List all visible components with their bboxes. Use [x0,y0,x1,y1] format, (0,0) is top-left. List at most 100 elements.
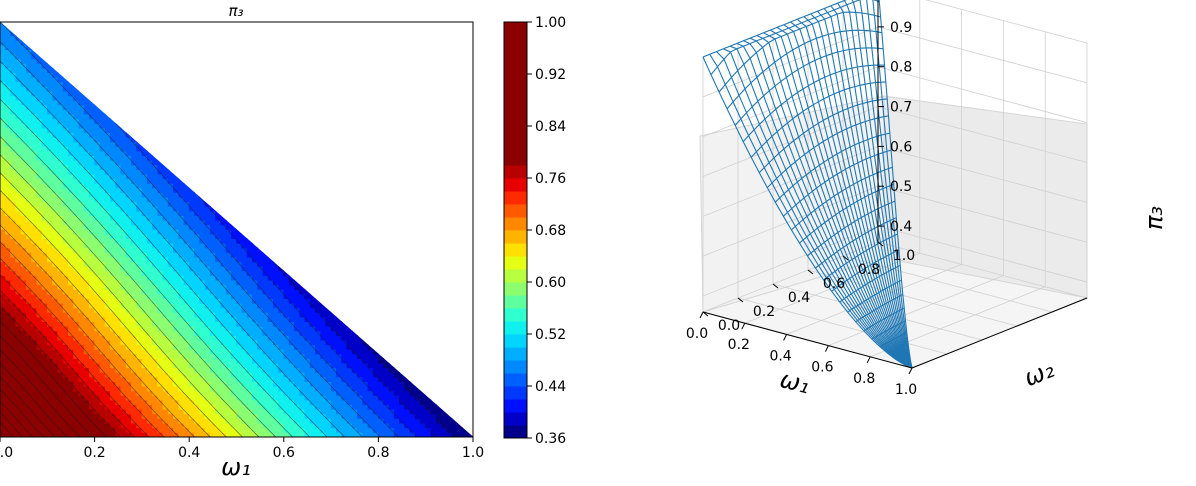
contour-cell [4,113,11,120]
contour-cell [57,432,64,438]
contour-cell [57,109,64,115]
contour-cell [25,173,32,180]
contour-cell [136,404,143,410]
contour-cell [283,353,290,359]
contour-cell [10,160,17,166]
contour-cell [73,192,80,198]
contour-cell [31,247,38,253]
contour-cell [15,123,22,129]
contour-cell [346,395,353,401]
contour-cell [115,266,122,272]
contour-cell [73,395,80,401]
contour-cell [257,413,264,419]
contour-cell [136,307,143,313]
contour-cell [278,358,285,364]
contour-cell [167,252,174,258]
contour-cell [236,367,243,373]
contour-cell [62,150,69,157]
contour-cell [52,206,59,212]
contour-cell [104,233,111,240]
colorbar-band [504,373,527,387]
contour-x-tick-label: 0.8 [367,445,389,461]
contour-cell [94,349,101,355]
surface-mesh-line [859,0,913,369]
contour-cell [215,358,222,364]
contour-cell [446,418,453,424]
contour-cell [188,252,195,258]
contour-cell [299,427,306,433]
contour-cell [46,62,54,69]
contour-cell [251,367,258,373]
contour-cell [157,284,164,290]
contour-cell [110,123,116,129]
contour-cell [141,349,148,355]
contour-cell [372,358,379,364]
contour-cell [68,86,74,92]
contour-cell [31,155,38,161]
contour-cell [362,385,369,392]
contour-cell [36,187,43,193]
contour-cell [73,261,80,267]
contour-cell [152,173,158,180]
contour-cell [146,358,153,364]
contour-cell [299,418,306,424]
contour-cell [272,376,279,382]
contour-cell [220,256,227,263]
contour-cell [167,335,174,341]
surface-mesh-line [810,13,913,369]
contour-cell [115,215,122,221]
contour-cell [251,326,258,332]
contour-cell [257,298,264,304]
contour-cell [94,261,101,267]
contour-cell [257,275,264,281]
contour-cell [125,385,132,392]
contour-cell [120,362,127,369]
contour-cell [294,279,301,286]
contour-cell [57,326,64,332]
contour-cell [94,266,101,272]
contour-cell [10,123,17,129]
contour-cell [31,206,38,212]
contour-cell [383,390,390,396]
contour-cell [25,187,32,193]
contour-cell [378,362,384,369]
contour-cell [304,326,311,332]
contour-cell [362,372,369,378]
contour-cell [10,146,17,152]
contour-cell [351,395,358,401]
contour-cell [325,316,332,323]
contour-cell [325,422,332,429]
contour-cell [57,123,64,129]
contour-cell [4,86,11,92]
contour-cell [120,206,127,212]
contour-cell [404,399,411,406]
contour-cell [120,196,127,203]
contour-cell [309,321,316,327]
contour-cell [0,210,6,216]
contour-cell [62,349,69,355]
contour-cell [125,146,132,152]
contour-cell [4,399,11,406]
contour-cell [31,293,38,299]
contour-cell [136,173,143,180]
contour-cell [357,381,363,387]
contour-cell [125,376,132,382]
contour-cell [0,127,6,133]
contour-cell [336,326,342,332]
contour-cell [20,113,27,120]
contour-cell [25,330,32,336]
contour-cell [209,321,216,327]
contour-cell [36,201,43,207]
contour-cell [94,141,101,147]
contour-cell [52,275,59,281]
contour-cell [73,187,80,193]
contour-cell [57,307,64,313]
contour-cell [73,104,80,110]
contour-cell [83,118,90,124]
contour-cell [194,206,201,212]
contour-cell [73,90,80,97]
contour-cell [99,229,106,235]
contour-cell [241,298,248,304]
contour-cell [188,404,195,410]
contour-cell [199,215,206,221]
